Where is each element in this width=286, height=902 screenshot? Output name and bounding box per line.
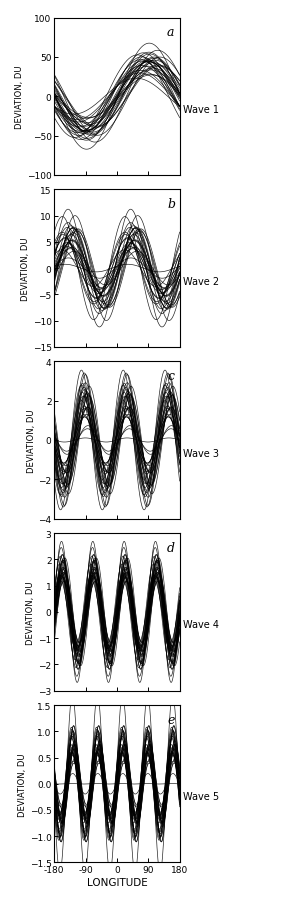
Y-axis label: DEVIATION, DU: DEVIATION, DU bbox=[21, 237, 30, 300]
Y-axis label: DEVIATION, DU: DEVIATION, DU bbox=[15, 65, 24, 129]
Text: d: d bbox=[167, 541, 175, 555]
Y-axis label: DEVIATION, DU: DEVIATION, DU bbox=[18, 752, 27, 815]
Text: Wave 3: Wave 3 bbox=[183, 448, 219, 458]
Text: Wave 2: Wave 2 bbox=[183, 276, 219, 286]
X-axis label: LONGITUDE: LONGITUDE bbox=[87, 877, 147, 887]
Text: Wave 5: Wave 5 bbox=[183, 791, 219, 802]
Text: e: e bbox=[167, 713, 174, 726]
Text: Wave 1: Wave 1 bbox=[183, 105, 219, 115]
Text: a: a bbox=[167, 26, 174, 40]
Text: Wave 4: Wave 4 bbox=[183, 620, 219, 630]
Y-axis label: DEVIATION, DU: DEVIATION, DU bbox=[27, 581, 35, 644]
Text: c: c bbox=[167, 370, 174, 382]
Y-axis label: DEVIATION, DU: DEVIATION, DU bbox=[27, 409, 36, 473]
Text: b: b bbox=[167, 198, 175, 211]
